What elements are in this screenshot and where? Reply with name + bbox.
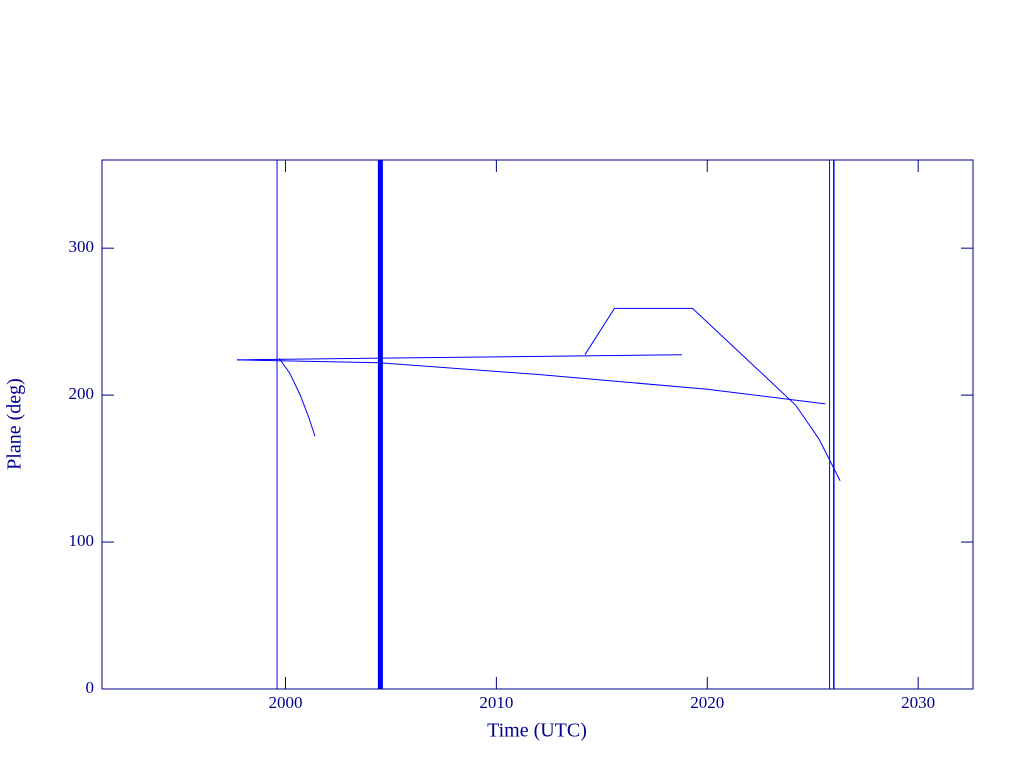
data-line [236, 359, 826, 405]
x-tick-label: 2010 [479, 693, 513, 712]
y-tick-label: 100 [69, 531, 95, 550]
x-tick-label: 2030 [901, 693, 935, 712]
x-tick-label: 2020 [690, 693, 724, 712]
x-tick-label: 2000 [268, 693, 302, 712]
data-line [278, 358, 316, 437]
y-tick-label: 200 [69, 384, 95, 403]
data-line [584, 307, 841, 482]
x-axis-label: Time (UTC) [487, 720, 587, 742]
y-axis-label: Plane (deg) [4, 378, 26, 470]
data-line [236, 354, 682, 361]
plot-frame [101, 159, 974, 690]
y-tick-label: 300 [69, 237, 95, 256]
y-tick-label: 0 [86, 678, 95, 697]
